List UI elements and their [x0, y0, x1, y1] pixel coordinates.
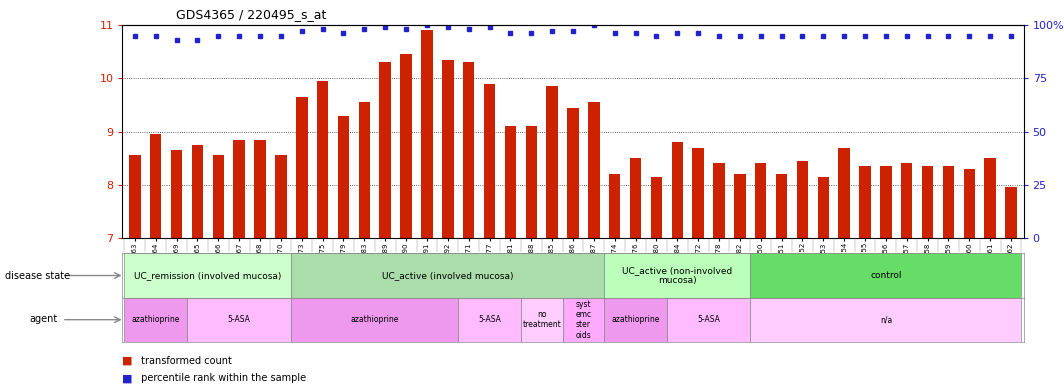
- Bar: [755, 164, 766, 238]
- Text: disease state: disease state: [5, 271, 70, 281]
- Bar: [604, 298, 667, 342]
- Text: n/a: n/a: [880, 315, 892, 324]
- Text: transformed count: transformed count: [138, 356, 232, 366]
- Text: UC_active (non-involved
mucosa): UC_active (non-involved mucosa): [622, 266, 732, 285]
- Bar: [964, 169, 975, 238]
- Bar: [776, 174, 787, 238]
- Text: UC_active (involved mucosa): UC_active (involved mucosa): [382, 271, 514, 280]
- Bar: [921, 166, 933, 238]
- Bar: [1005, 187, 1017, 238]
- Text: syst
emc
ster
oids: syst emc ster oids: [576, 300, 592, 340]
- Text: 5-ASA: 5-ASA: [228, 315, 251, 324]
- Bar: [150, 134, 162, 238]
- Bar: [817, 177, 829, 238]
- Text: azathioprine: azathioprine: [132, 315, 180, 324]
- Bar: [520, 298, 563, 342]
- Bar: [943, 166, 954, 238]
- Bar: [901, 164, 913, 238]
- Text: UC_remission (involved mucosa): UC_remission (involved mucosa): [134, 271, 282, 280]
- Text: percentile rank within the sample: percentile rank within the sample: [138, 373, 306, 383]
- Bar: [233, 139, 245, 238]
- Bar: [504, 126, 516, 238]
- Bar: [671, 142, 683, 238]
- Bar: [317, 81, 329, 238]
- Bar: [838, 147, 850, 238]
- Bar: [337, 116, 349, 238]
- Bar: [124, 298, 187, 342]
- Bar: [860, 166, 870, 238]
- Bar: [292, 253, 604, 298]
- Bar: [588, 102, 599, 238]
- Bar: [254, 139, 266, 238]
- Bar: [547, 86, 558, 238]
- Bar: [292, 298, 459, 342]
- Bar: [124, 253, 292, 298]
- Bar: [213, 156, 225, 238]
- Bar: [693, 147, 704, 238]
- Bar: [797, 161, 809, 238]
- Bar: [630, 158, 642, 238]
- Bar: [171, 150, 182, 238]
- Bar: [609, 174, 620, 238]
- Bar: [984, 158, 996, 238]
- Bar: [359, 102, 370, 238]
- Bar: [651, 177, 662, 238]
- Text: no
treatment: no treatment: [522, 310, 561, 329]
- Bar: [463, 62, 475, 238]
- Bar: [459, 298, 520, 342]
- Bar: [750, 298, 1021, 342]
- Bar: [750, 253, 1021, 298]
- Text: azathioprine: azathioprine: [612, 315, 660, 324]
- Text: ■: ■: [122, 356, 133, 366]
- Bar: [567, 108, 579, 238]
- Text: 5-ASA: 5-ASA: [697, 315, 720, 324]
- Bar: [421, 30, 433, 238]
- Bar: [484, 84, 495, 238]
- Bar: [880, 166, 892, 238]
- Bar: [526, 126, 537, 238]
- Bar: [380, 62, 390, 238]
- Bar: [713, 164, 725, 238]
- Text: azathioprine: azathioprine: [351, 315, 399, 324]
- Bar: [192, 145, 203, 238]
- Bar: [734, 174, 746, 238]
- Bar: [187, 298, 292, 342]
- Text: agent: agent: [30, 314, 59, 324]
- Bar: [667, 298, 750, 342]
- Text: 5-ASA: 5-ASA: [478, 315, 501, 324]
- Bar: [400, 54, 412, 238]
- Bar: [129, 156, 140, 238]
- Bar: [276, 156, 286, 238]
- Bar: [604, 253, 750, 298]
- Bar: [563, 298, 604, 342]
- Text: ■: ■: [122, 373, 133, 383]
- Bar: [296, 97, 307, 238]
- Text: GDS4365 / 220495_s_at: GDS4365 / 220495_s_at: [176, 8, 326, 21]
- Text: control: control: [870, 271, 901, 280]
- Bar: [442, 60, 453, 238]
